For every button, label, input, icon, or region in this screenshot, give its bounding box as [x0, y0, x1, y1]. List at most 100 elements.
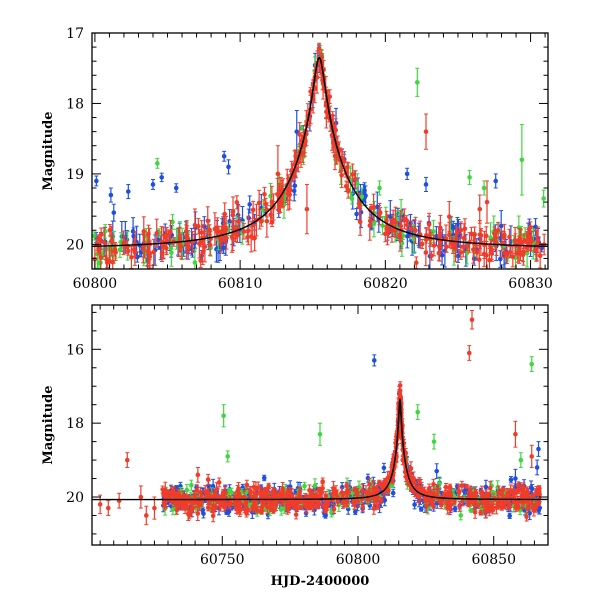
- green-data-point: [519, 157, 525, 163]
- red-data-point: [207, 227, 212, 233]
- x-tick-label: 60820: [363, 276, 408, 292]
- red-data-point: [264, 218, 270, 224]
- top-panel-light-curve: 60800 60810 60820 60830 17 18 19 20 Magnitude: [41, 26, 553, 292]
- red-data-point: [285, 192, 291, 197]
- red-data-point: [230, 236, 236, 241]
- red-data-point: [495, 227, 501, 233]
- red-data-point: [512, 238, 518, 243]
- blue-data-point: [423, 182, 429, 187]
- green-data-point: [518, 457, 524, 463]
- green-data-point: [488, 235, 493, 240]
- blue-data-point: [354, 211, 359, 217]
- red-data-point: [245, 228, 251, 233]
- blue-data-point: [452, 506, 458, 512]
- blue-data-point: [405, 233, 410, 239]
- green-data-point: [431, 439, 437, 444]
- y-tick-label: 20: [66, 237, 84, 253]
- blue-data-point: [94, 178, 99, 184]
- blue-data-point: [108, 192, 114, 198]
- red-data-point: [476, 257, 482, 262]
- red-data-point: [461, 235, 467, 241]
- green-data-point: [529, 361, 535, 367]
- blue-data-point: [247, 202, 252, 207]
- red-data-point: [184, 233, 190, 239]
- blue-data-point: [150, 182, 156, 187]
- blue-data-point: [464, 487, 469, 493]
- red-data-point: [537, 253, 543, 258]
- red-data-point: [458, 250, 464, 255]
- red-data-point: [177, 236, 183, 242]
- red-data-point: [444, 244, 449, 250]
- red-data-point: [230, 209, 236, 215]
- red-data-point: [339, 172, 344, 178]
- red-data-point: [129, 255, 134, 260]
- red-data-point: [331, 506, 337, 512]
- blue-data-point: [126, 189, 131, 194]
- blue-data-point: [173, 185, 179, 191]
- red-data-point: [413, 228, 418, 233]
- green-data-point: [359, 194, 365, 200]
- red-data-point: [530, 493, 536, 498]
- green-data-point: [541, 196, 546, 201]
- red-data-point: [307, 487, 312, 493]
- green-data-point: [169, 250, 174, 255]
- red-data-point: [98, 255, 104, 260]
- x-tick-label: 60810: [218, 276, 263, 292]
- red-data-point: [233, 231, 238, 236]
- red-data-point: [186, 245, 192, 250]
- red-data-point: [320, 479, 325, 484]
- red-data-point: [308, 89, 313, 94]
- green-data-point: [225, 454, 231, 459]
- blue-data-point: [381, 465, 387, 471]
- red-data-point: [429, 253, 434, 259]
- blue-data-point: [323, 513, 328, 518]
- y-axis-label: Magnitude: [41, 111, 56, 190]
- green-data-point: [399, 241, 405, 246]
- red-data-point: [398, 223, 404, 229]
- red-data-point: [488, 243, 493, 249]
- red-data-point: [98, 232, 104, 237]
- blue-data-point: [221, 153, 227, 159]
- red-data-point: [236, 219, 241, 224]
- red-data-point: [212, 226, 218, 232]
- green-data-point: [481, 185, 487, 191]
- red-data-point: [263, 201, 269, 207]
- red-data-point: [460, 244, 466, 250]
- red-data-point: [334, 153, 339, 159]
- red-data-point: [262, 191, 267, 197]
- red-data-point: [524, 238, 530, 244]
- red-data-point: [413, 260, 419, 266]
- plot-frame: [91, 32, 549, 270]
- red-data-point: [356, 201, 362, 206]
- red-data-point: [478, 510, 484, 516]
- red-data-point: [196, 223, 201, 229]
- red-data-point: [483, 233, 489, 239]
- red-data-point: [478, 233, 484, 238]
- red-data-point: [344, 165, 350, 170]
- red-data-point: [218, 238, 224, 244]
- blue-data-point: [455, 253, 461, 259]
- red-data-point: [147, 251, 153, 256]
- plot-area: [92, 310, 548, 526]
- y-tick-label: 19: [66, 167, 84, 183]
- red-data-point: [275, 171, 281, 177]
- red-data-point: [384, 218, 389, 223]
- blue-data-point: [513, 476, 518, 481]
- red-data-point: [447, 232, 452, 238]
- green-data-point: [312, 483, 318, 488]
- red-data-point: [419, 241, 425, 247]
- green-data-point: [155, 161, 160, 166]
- red-data-point: [458, 227, 464, 233]
- red-data-point: [245, 234, 250, 240]
- green-data-point: [414, 80, 420, 85]
- green-data-point: [189, 482, 194, 488]
- red-data-point: [516, 250, 522, 256]
- red-data-point: [423, 237, 429, 242]
- red-data-point: [469, 231, 474, 237]
- red-data-point: [163, 235, 168, 240]
- red-data-point: [389, 228, 395, 233]
- red-data-point: [304, 206, 310, 212]
- red-data-point: [154, 230, 160, 236]
- red-data-point: [353, 177, 358, 182]
- red-data-point: [234, 200, 240, 205]
